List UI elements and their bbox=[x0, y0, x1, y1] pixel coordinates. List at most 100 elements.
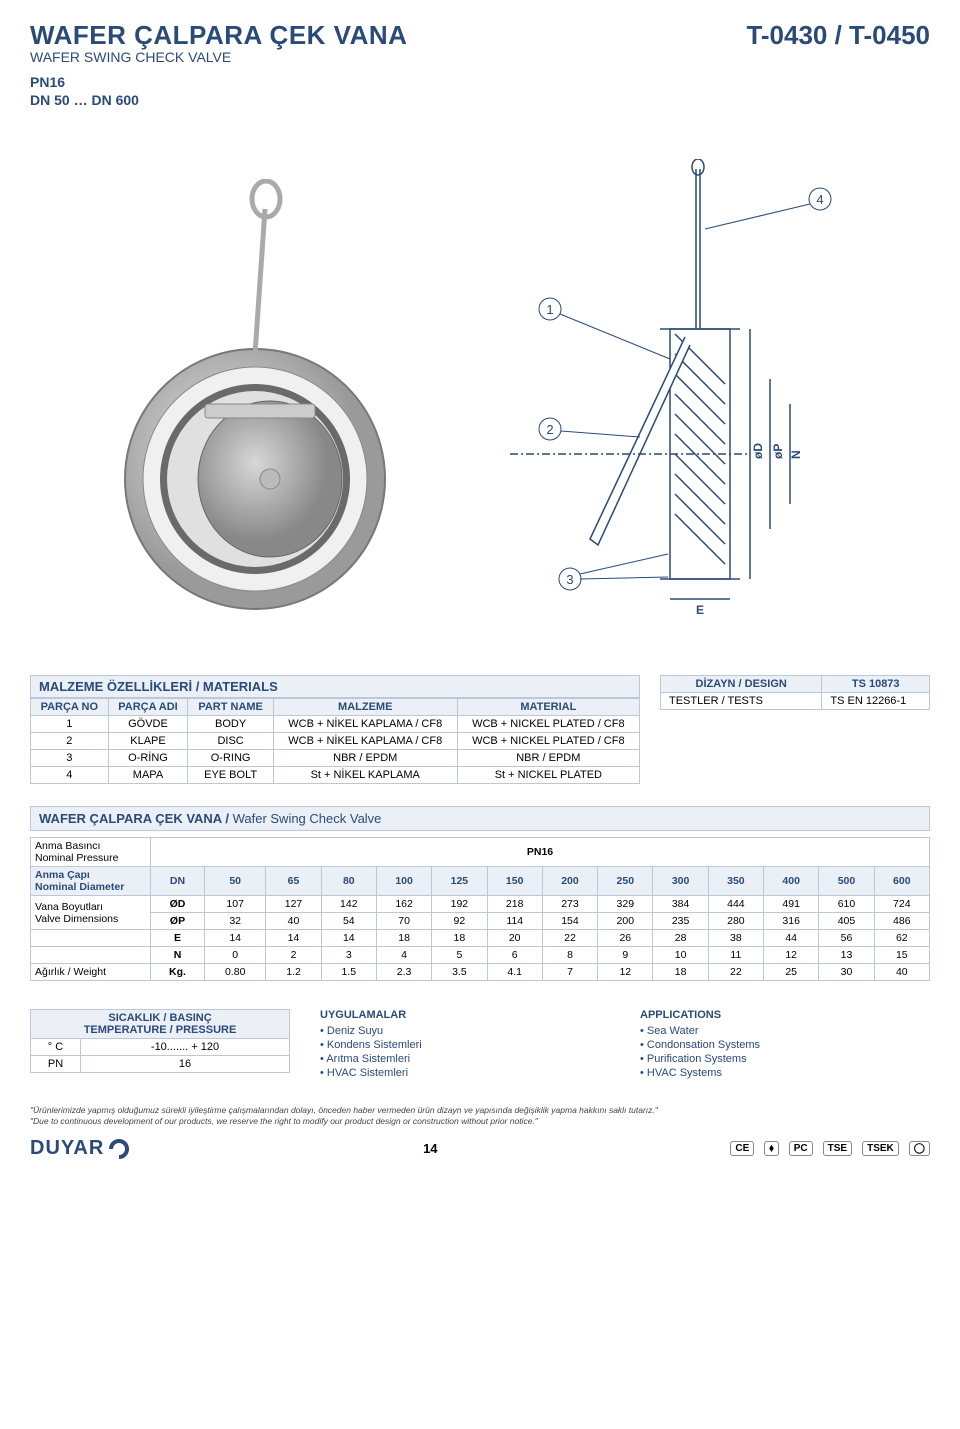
dim-cell: 329 bbox=[598, 896, 653, 913]
dim-cell: 4 bbox=[376, 947, 431, 964]
app-item: Kondens Sistemleri bbox=[320, 1039, 610, 1051]
dim-cell: 300 bbox=[653, 867, 708, 896]
app-item: Condonsation Systems bbox=[640, 1039, 930, 1051]
dim-cell: 100 bbox=[376, 867, 431, 896]
dim-cell: 491 bbox=[764, 896, 819, 913]
dim-title-tr: WAFER ÇALPARA ÇEK VANA / bbox=[39, 811, 229, 826]
materials-cell: O-RING bbox=[188, 750, 273, 767]
dim-cell: 54 bbox=[321, 913, 376, 930]
dim-cell: 218 bbox=[487, 896, 542, 913]
dim-cell: 30 bbox=[819, 964, 874, 981]
svg-text:E: E bbox=[696, 603, 704, 617]
dim-cell: 14 bbox=[321, 930, 376, 947]
pressure-value: PN16 bbox=[151, 838, 930, 867]
product-photo bbox=[80, 159, 440, 639]
materials-cell: MAPA bbox=[108, 767, 188, 784]
dim-cell: 384 bbox=[653, 896, 708, 913]
title-block: WAFER ÇALPARA ÇEK VANA WAFER SWING CHECK… bbox=[30, 20, 407, 109]
materials-cell: 1 bbox=[31, 716, 109, 733]
materials-col-header: MATERIAL bbox=[457, 699, 639, 716]
dim-row-label bbox=[31, 930, 151, 947]
materials-cell: WCB + NİKEL KAPLAMA / CF8 bbox=[273, 733, 457, 750]
dim-cell: 38 bbox=[708, 930, 763, 947]
materials-cell: St + NİKEL KAPLAMA bbox=[273, 767, 457, 784]
temp-title-en: TEMPERATURE / PRESSURE bbox=[37, 1024, 283, 1036]
materials-row: 3O-RİNGO-RINGNBR / EPDMNBR / EPDM bbox=[31, 750, 640, 767]
certifications: CE⬧PCTSETSEK◯ bbox=[730, 1141, 930, 1156]
apps-en-title: APPLICATIONS bbox=[640, 1009, 930, 1021]
dim-key: E bbox=[151, 930, 205, 947]
materials-cell: EYE BOLT bbox=[188, 767, 273, 784]
dim-cell: 26 bbox=[598, 930, 653, 947]
cert-badge: ◯ bbox=[909, 1141, 930, 1156]
app-item: Sea Water bbox=[640, 1025, 930, 1037]
page-footer: DUYAR 14 CE⬧PCTSETSEK◯ bbox=[30, 1137, 930, 1160]
dim-row-label: Ağırlık / Weight bbox=[31, 964, 151, 981]
materials-cell: BODY bbox=[188, 716, 273, 733]
dim-cell: 10 bbox=[653, 947, 708, 964]
logo-icon bbox=[108, 1138, 130, 1160]
materials-cell: WCB + NICKEL PLATED / CF8 bbox=[457, 733, 639, 750]
dim-row: Vana BoyutlarıValve DimensionsØD10712714… bbox=[31, 896, 930, 913]
app-item: Purification Systems bbox=[640, 1053, 930, 1065]
svg-text:øD: øD bbox=[751, 443, 765, 459]
dim-cell: 8 bbox=[542, 947, 597, 964]
materials-cell: DISC bbox=[188, 733, 273, 750]
dim-cell: 11 bbox=[708, 947, 763, 964]
tests-val: TS EN 12266-1 bbox=[822, 693, 930, 710]
materials-cell: NBR / EPDM bbox=[457, 750, 639, 767]
bottom-row: SICAKLIK / BASINÇ TEMPERATURE / PRESSURE… bbox=[30, 1009, 930, 1081]
materials-cell: 3 bbox=[31, 750, 109, 767]
dim-cell: 2 bbox=[266, 947, 321, 964]
dim-cell: 22 bbox=[542, 930, 597, 947]
materials-design-row: MALZEME ÖZELLİKLERİ / MATERIALS PARÇA NO… bbox=[30, 675, 930, 784]
dimensions-table: Anma BasıncıNominal PressurePN16Anma Çap… bbox=[30, 837, 930, 981]
dim-cell: 32 bbox=[205, 913, 266, 930]
materials-cell: 4 bbox=[31, 767, 109, 784]
dim-row-label bbox=[31, 947, 151, 964]
dim-cell: 25 bbox=[764, 964, 819, 981]
dim-cell: 486 bbox=[874, 913, 929, 930]
materials-row: 2KLAPEDISCWCB + NİKEL KAPLAMA / CF8WCB +… bbox=[31, 733, 640, 750]
svg-text:2: 2 bbox=[546, 422, 553, 437]
dim-row-label: Vana BoyutlarıValve Dimensions bbox=[31, 896, 151, 930]
dim-row: Anma ÇapıNominal DiameterDN5065801001251… bbox=[31, 867, 930, 896]
dim-cell: 15 bbox=[874, 947, 929, 964]
dim-cell: 80 bbox=[321, 867, 376, 896]
dim-cell: 107 bbox=[205, 896, 266, 913]
temp-pn-label: PN bbox=[31, 1056, 81, 1073]
materials-row: 4MAPAEYE BOLTSt + NİKEL KAPLAMASt + NICK… bbox=[31, 767, 640, 784]
temp-title-tr: SICAKLIK / BASINÇ bbox=[37, 1012, 283, 1024]
dim-cell: 610 bbox=[819, 896, 874, 913]
materials-cell: WCB + NİKEL KAPLAMA / CF8 bbox=[273, 716, 457, 733]
dimensions-title: WAFER ÇALPARA ÇEK VANA / Wafer Swing Che… bbox=[30, 806, 930, 831]
dim-cell: 142 bbox=[321, 896, 376, 913]
title-en: WAFER SWING CHECK VALVE bbox=[30, 49, 407, 65]
temp-c-val: -10....... + 120 bbox=[81, 1039, 290, 1056]
dim-cell: 20 bbox=[487, 930, 542, 947]
spec-pn: PN16 bbox=[30, 73, 407, 91]
product-code: T-0430 / T-0450 bbox=[746, 20, 930, 51]
dim-cell: 192 bbox=[432, 896, 487, 913]
pressure-label: Anma BasıncıNominal Pressure bbox=[31, 838, 151, 867]
materials-row: 1GÖVDEBODYWCB + NİKEL KAPLAMA / CF8WCB +… bbox=[31, 716, 640, 733]
app-item: Arıtma Sistemleri bbox=[320, 1053, 610, 1065]
tests-label: TESTLER / TESTS bbox=[661, 693, 822, 710]
cert-badge: TSE bbox=[823, 1141, 852, 1156]
materials-cell: St + NICKEL PLATED bbox=[457, 767, 639, 784]
dim-title-en: Wafer Swing Check Valve bbox=[233, 811, 382, 826]
dim-key: ØD bbox=[151, 896, 205, 913]
dim-cell: 0 bbox=[205, 947, 266, 964]
disclaimer: "Ürünlerimizde yapmış olduğumuz sürekli … bbox=[30, 1105, 930, 1127]
app-item: HVAC Systems bbox=[640, 1067, 930, 1079]
materials-cell: KLAPE bbox=[108, 733, 188, 750]
dim-cell: 127 bbox=[266, 896, 321, 913]
temp-pn-val: 16 bbox=[81, 1056, 290, 1073]
materials-cell: NBR / EPDM bbox=[273, 750, 457, 767]
dim-cell: 65 bbox=[266, 867, 321, 896]
dim-cell: 1.5 bbox=[321, 964, 376, 981]
dim-cell: 40 bbox=[874, 964, 929, 981]
dim-cell: 70 bbox=[376, 913, 431, 930]
dim-cell: 150 bbox=[487, 867, 542, 896]
dim-cell: 9 bbox=[598, 947, 653, 964]
